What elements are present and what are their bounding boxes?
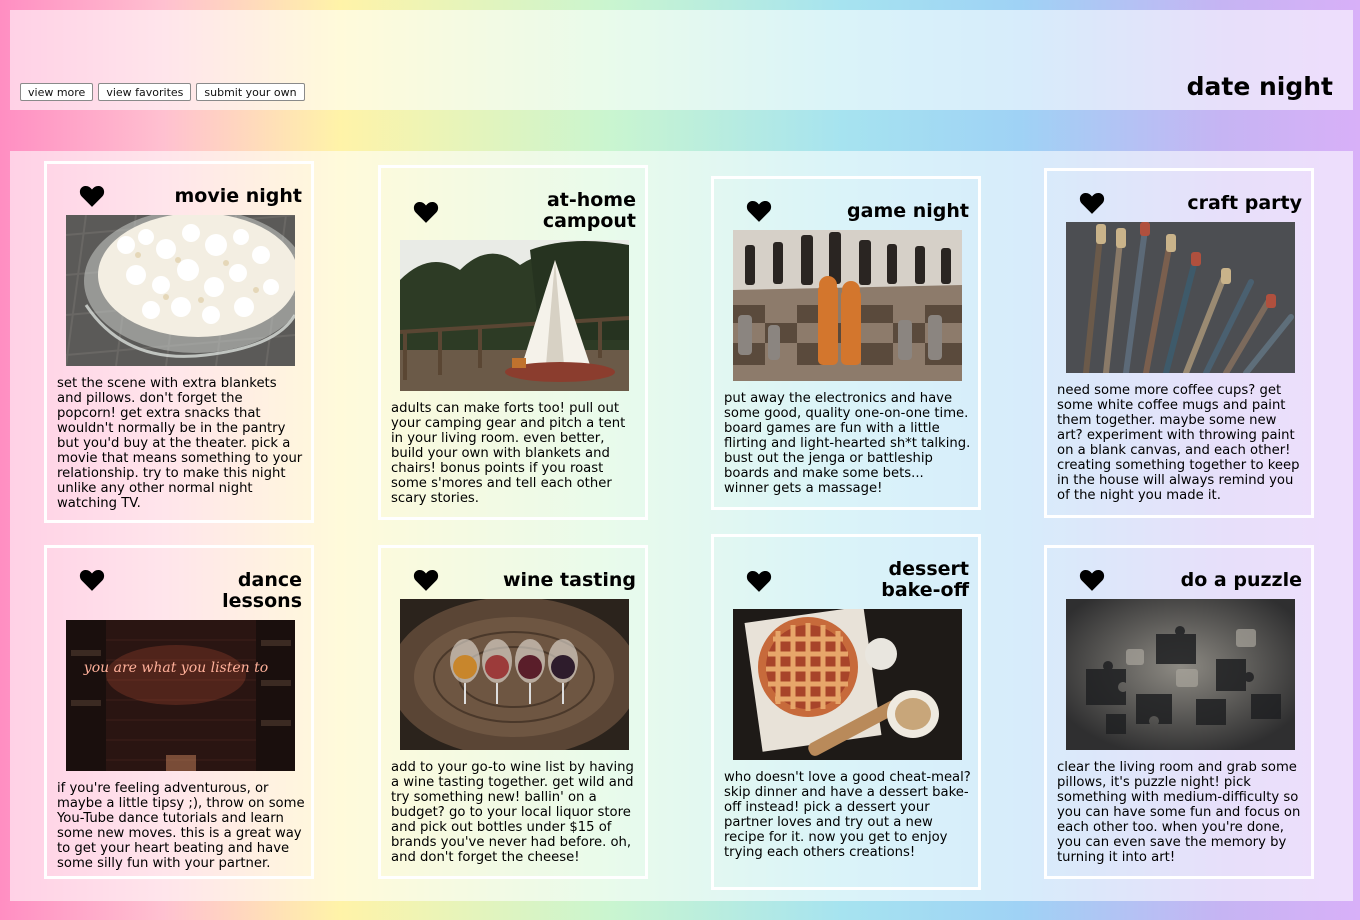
teepee-photo [400, 240, 629, 391]
heart-icon[interactable] [1079, 191, 1105, 215]
card-at-home-campout: at-home campout adults can make for [378, 165, 648, 520]
card-description: adults can make forts too! pull out your… [391, 401, 626, 506]
card-description: put away the electronics and have some g… [724, 391, 971, 496]
heart-icon[interactable] [413, 200, 439, 224]
heart-icon[interactable] [79, 184, 105, 208]
card-title: wine tasting [502, 569, 636, 591]
heart-icon[interactable] [79, 568, 105, 592]
neon-sign-text: you are what you listen to [83, 660, 268, 676]
card-dance-lessons: dance lessons you are what you listen to [44, 545, 314, 879]
card-dessert-bake-off: dessert bake-off [711, 534, 981, 890]
lattice-pie-photo [733, 609, 962, 760]
chess-photo [733, 230, 962, 381]
card-description: who doesn't love a good cheat-meal? skip… [724, 770, 971, 860]
card-description: clear the living room and grab some pill… [1057, 760, 1301, 865]
card-game-night: game night [711, 176, 981, 510]
card-title: game night [847, 200, 969, 222]
heart-icon[interactable] [746, 199, 772, 223]
card-title: movie night [174, 185, 303, 207]
card-do-a-puzzle: do a puzzle [1044, 545, 1314, 879]
card-title: dance lessons [222, 569, 302, 612]
view-more-button[interactable]: view more [20, 83, 94, 101]
puzzle-pieces-photo [1066, 599, 1295, 750]
wine-glasses-photo [400, 599, 629, 750]
popcorn-photo [66, 215, 295, 366]
date-idea-grid: movie night [10, 151, 1353, 901]
card-wine-tasting: wine tasting [378, 545, 648, 879]
card-movie-night: movie night [44, 161, 314, 523]
nav-buttons: view more view favorites submit your own [20, 83, 305, 101]
card-craft-party: craft party [1044, 168, 1314, 518]
card-title: craft party [1187, 192, 1302, 214]
heart-icon[interactable] [1079, 568, 1105, 592]
card-description: if you're feeling adventurous, or maybe … [57, 781, 305, 871]
card-title: dessert bake-off [881, 558, 969, 601]
heart-icon[interactable] [413, 568, 439, 592]
card-description: add to your go-to wine list by having a … [391, 760, 634, 865]
card-title: do a puzzle [1180, 569, 1302, 591]
neon-sign-photo: you are what you listen to [66, 620, 295, 771]
card-description: set the scene with extra blankets and pi… [57, 376, 303, 511]
view-favorites-button[interactable]: view favorites [98, 83, 192, 101]
header-bar: view more view favorites submit your own… [10, 10, 1353, 110]
paint-brushes-photo [1066, 222, 1295, 373]
site-title: date night [1186, 72, 1333, 101]
card-title: at-home campout [542, 189, 636, 232]
heart-icon[interactable] [746, 569, 772, 593]
submit-your-own-button[interactable]: submit your own [196, 83, 305, 101]
card-description: need some more coffee cups? get some whi… [1057, 383, 1300, 503]
